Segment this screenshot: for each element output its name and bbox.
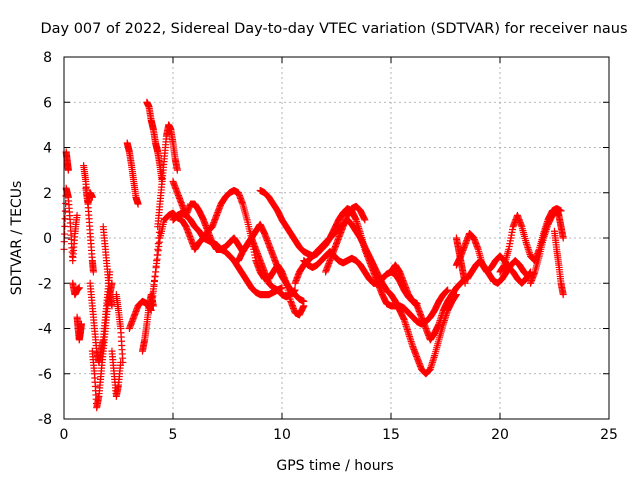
chart-title: Day 007 of 2022, Sidereal Day-to-day VTE… [40,21,627,37]
x-tick-label: 5 [169,427,178,443]
plot-frame [63,56,610,420]
y-tick-label: 0 [43,231,52,247]
data-point-marker [134,200,142,208]
axis-tick-labels: 0 5 10 15 20 25 -8 -6 -4 -2 0 2 4 6 8 [38,50,618,443]
series-prn-trace-l [123,139,142,208]
series-prn-trace-a [60,184,81,265]
data-point-marker [278,284,286,292]
series-prn-trace-o [143,98,166,185]
y-axis-label: SDTVAR / TECUs [9,181,25,296]
series-prn-trace-i [99,223,116,310]
data-point-marker [77,320,85,328]
x-tick-label: 0 [60,427,69,443]
x-axis-label: GPS time / hours [276,458,393,474]
x-tick-label: 10 [273,427,291,443]
y-tick-label: 2 [43,186,52,202]
series-prn-trace-ae [551,227,567,299]
y-tick-label: 4 [43,141,52,157]
series-prn-trace-y [387,261,469,344]
series-prn-trace-s [169,209,286,299]
series-prn-trace-t [234,220,308,305]
data-point-marker [173,166,181,174]
y-tick-label: -2 [38,276,52,292]
series-prn-trace-b [62,148,72,174]
data-points [60,98,567,412]
series-prn-trace-f [82,184,96,208]
series-prn-trace-ad [527,207,567,287]
y-tick-label: -6 [38,367,52,383]
series-prn-trace-m [125,223,164,332]
data-point-marker [61,230,69,238]
data-point-marker [75,284,83,292]
data-point-marker [361,216,369,224]
data-point-marker [559,291,567,299]
x-tick-label: 15 [382,427,400,443]
series-prn-trace-c [69,279,83,299]
data-point-marker [300,297,308,305]
y-tick-label: -8 [38,412,52,428]
data-point-marker [461,279,469,287]
series-prn-trace-ab [452,234,469,287]
series-prn-trace-e [80,162,97,276]
series-prn-trace-p [154,121,181,231]
data-point-marker [559,234,567,242]
data-point-marker [73,211,81,219]
data-point-marker [89,268,97,276]
data-point-marker [444,286,452,294]
data-point-marker [64,166,72,174]
series-prn-trace-k [112,291,127,366]
series-prn-trace-aa [463,257,532,287]
x-tick-label: 25 [600,427,618,443]
series-prn-trace-v [291,216,460,378]
data-point-marker [88,193,96,201]
x-tick-label: 20 [491,427,509,443]
y-tick-label: 6 [43,95,52,111]
data-point-marker [108,302,116,310]
series-prn-trace-x [322,202,369,276]
y-tick-label: -4 [38,322,52,338]
y-tick-label: 8 [43,50,52,66]
data-point-marker [61,207,69,215]
data-point-marker [119,358,127,366]
series-prn-trace-d [73,313,85,344]
